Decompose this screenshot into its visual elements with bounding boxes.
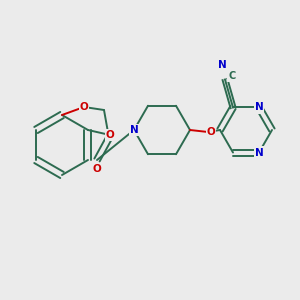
Text: N: N: [218, 61, 226, 70]
Text: N: N: [255, 148, 263, 158]
Text: O: O: [106, 130, 114, 140]
Text: N: N: [255, 103, 263, 112]
Text: N: N: [130, 125, 138, 135]
Text: O: O: [80, 102, 88, 112]
Text: O: O: [207, 127, 215, 137]
Text: O: O: [93, 164, 101, 174]
Text: C: C: [228, 71, 236, 82]
